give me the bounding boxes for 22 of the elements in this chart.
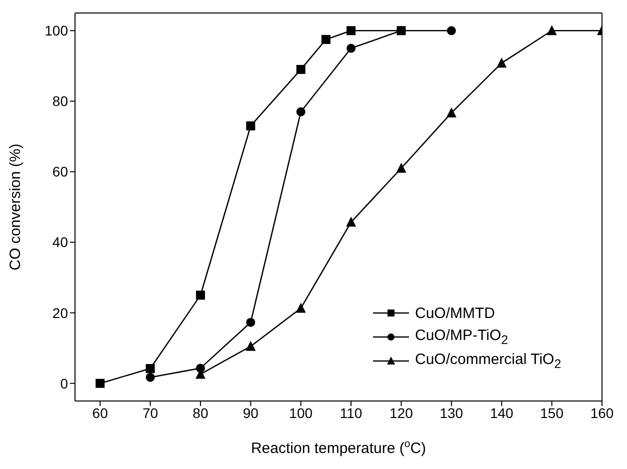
y-tick-label: 20 [52,304,68,321]
legend-label: CuO/commercial TiO$_{2}$ [415,351,562,371]
x-tick-label: 160 [590,404,614,421]
x-tick-label: 110 [340,404,362,421]
legend-label: CuO/MMTD [415,304,495,322]
x-tick-label: 70 [142,404,158,421]
y-axis-title: CO conversion (%) [7,144,24,270]
legend-label: CuO/MP-TiO$_{2}$ [415,327,508,347]
y-tick-label: 60 [52,164,68,180]
y-tick-label: 0 [60,375,68,392]
x-axis-title: Reaction temperature ($^{o}$C) [250,438,426,457]
x-tick-label: 150 [540,404,564,421]
x-tick-label: 130 [440,404,464,421]
y-tick-label: 40 [52,234,68,250]
x-tick-label: 120 [390,404,414,421]
x-tick-label: 100 [289,404,313,421]
x-tick-label: 60 [92,404,108,421]
y-tick-label: 80 [52,93,68,110]
y-tick-label: 100 [44,22,68,39]
x-tick-label: 90 [242,404,259,421]
x-tick-label: 80 [192,404,208,421]
x-tick-label: 140 [490,404,514,421]
